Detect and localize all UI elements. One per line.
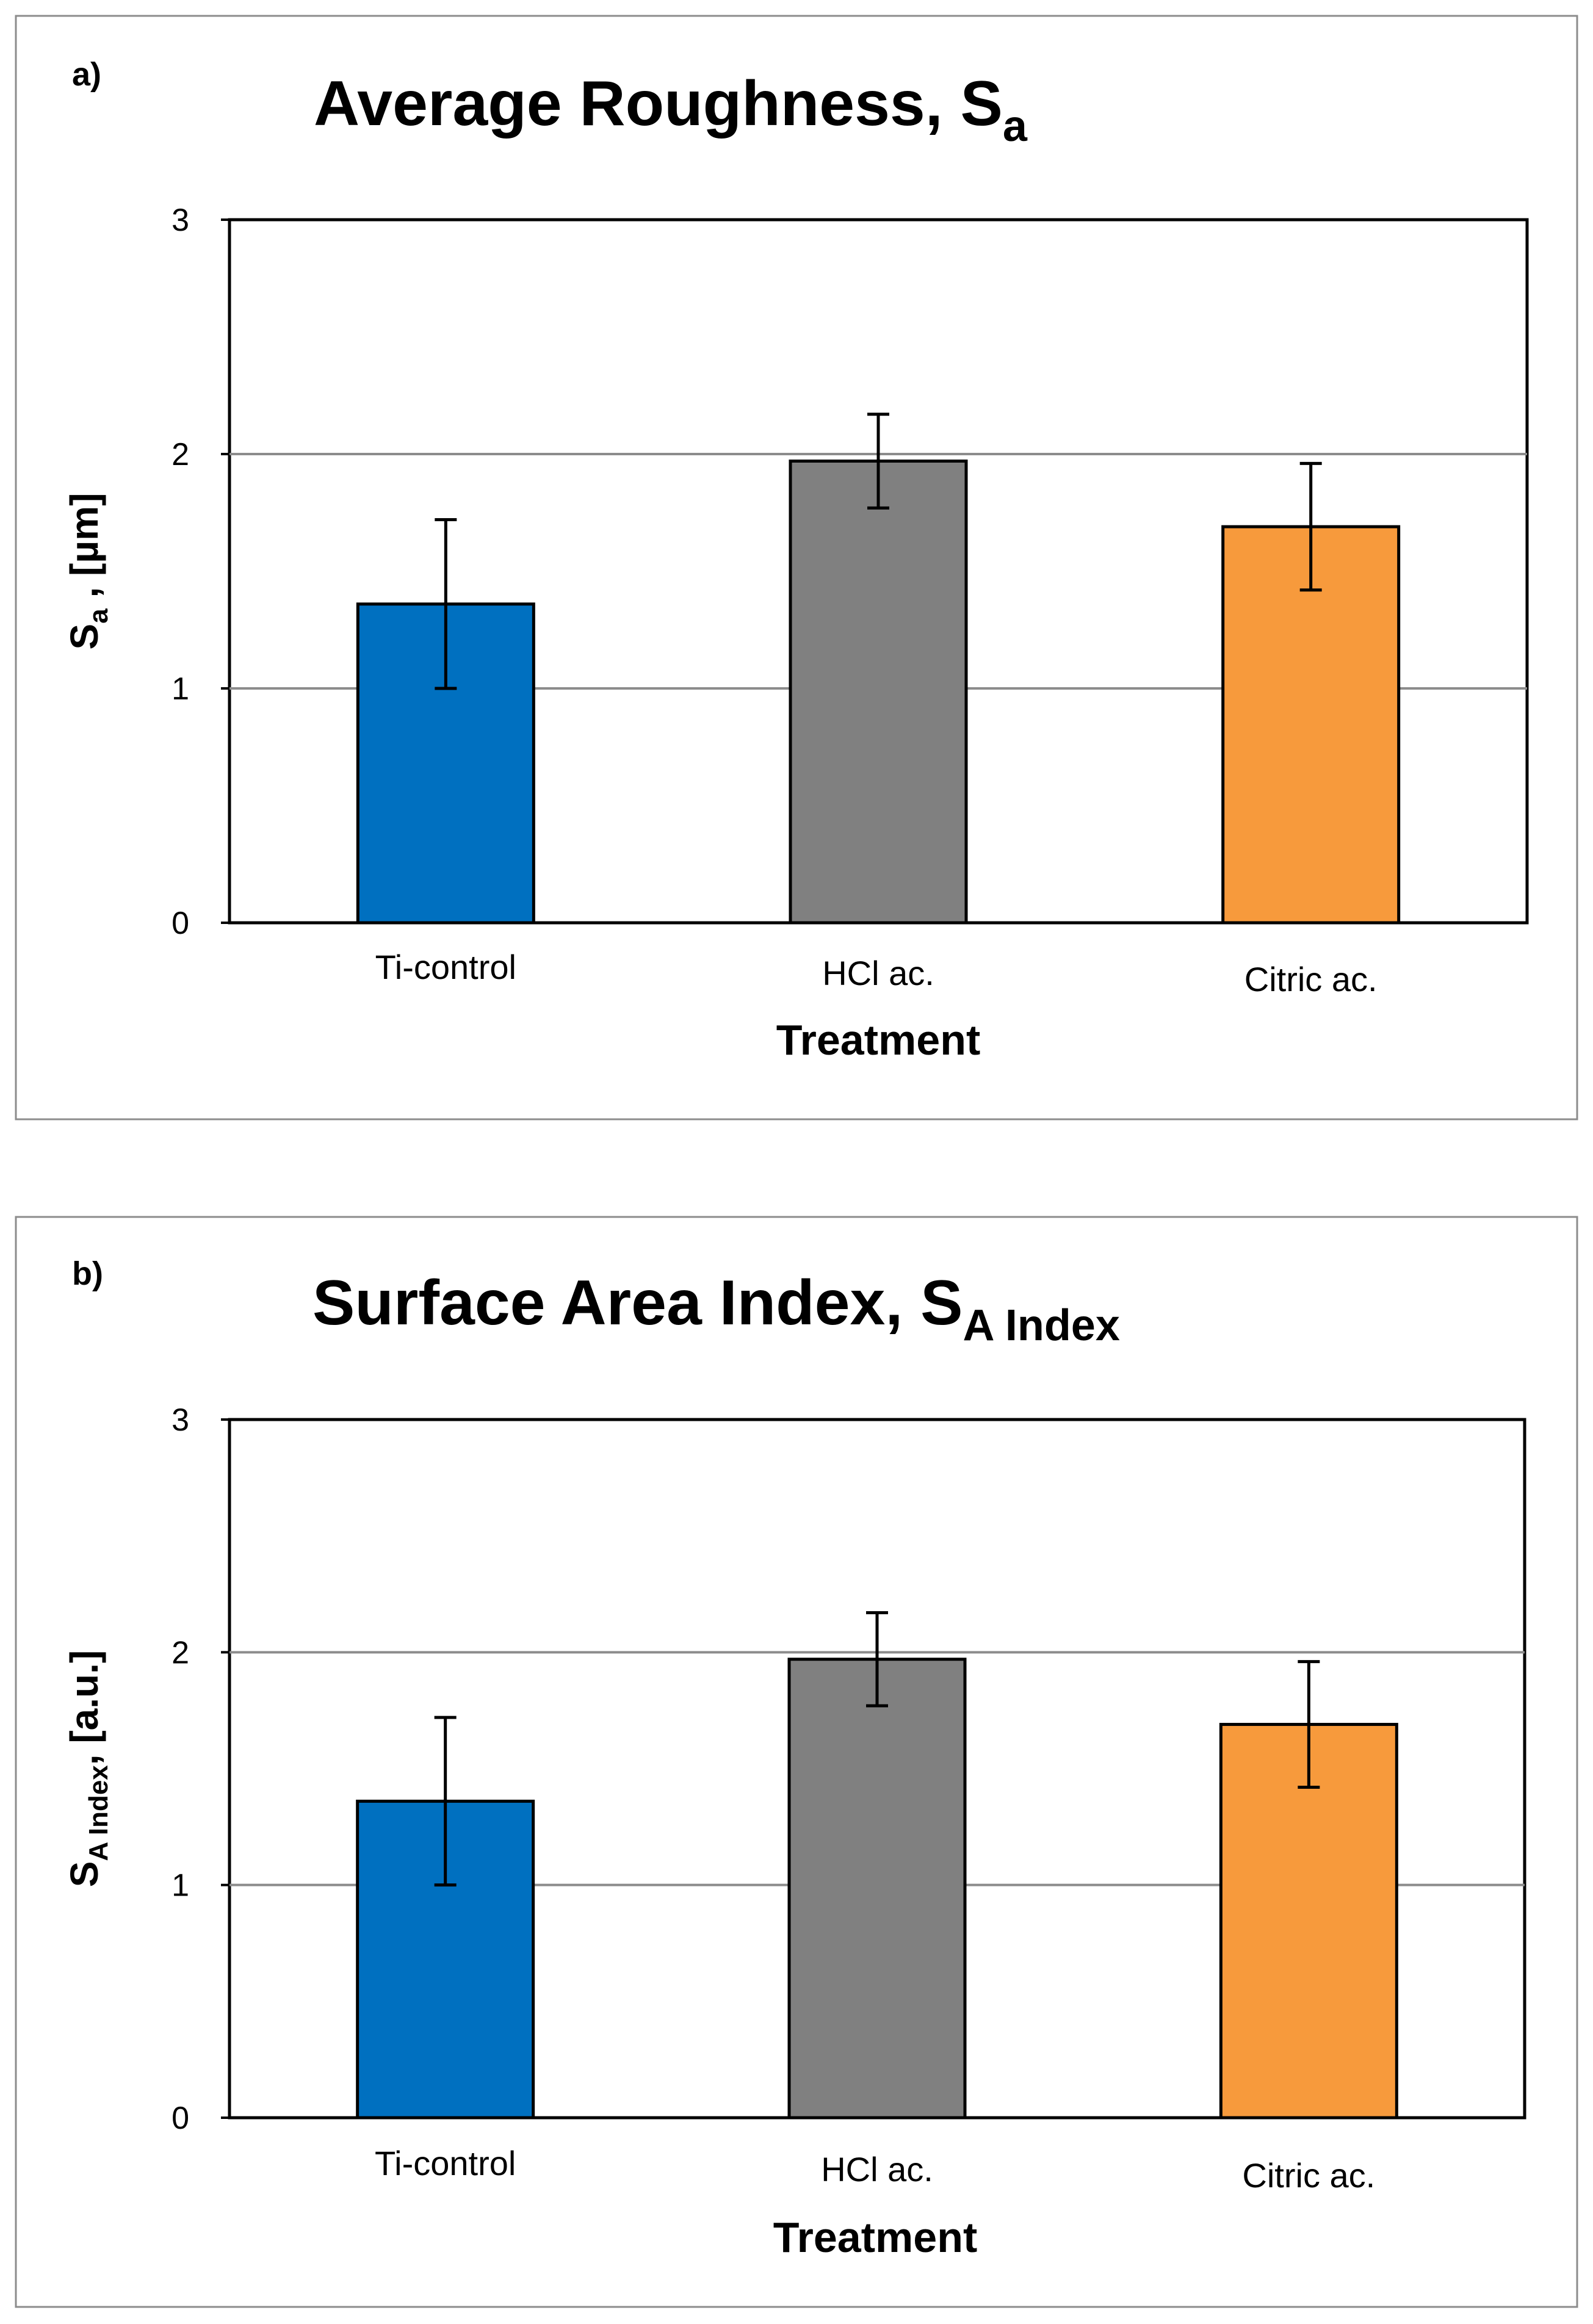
y-axis-title-rest: , [a.u.] (62, 1650, 106, 1765)
y-tick-label: 3 (172, 1402, 189, 1438)
error-bar (435, 518, 457, 690)
x-tick-label: HCl ac. (821, 2150, 933, 2189)
error-bars (434, 1611, 1320, 1887)
x-axis-title: Treatment (773, 2214, 978, 2261)
y-axis-title-main: S (62, 624, 106, 650)
y-tick-label: 3 (172, 203, 189, 238)
x-tick-label: Citric ac. (1242, 2156, 1375, 2195)
chart-title-main: Average Roughness, S (314, 68, 1003, 139)
y-tick-label: 2 (172, 1635, 189, 1670)
y-axis-title: SA Index, [a.u.] (62, 1650, 114, 1887)
y-axis-title-subscript: a (84, 608, 114, 624)
bars (356, 460, 1401, 925)
chart-title-subscript: a (1003, 102, 1028, 151)
y-axis-title-rest: , [µm] (62, 493, 106, 609)
error-bar (867, 413, 889, 510)
y-axis-ticks: 0 1 2 3 (172, 203, 229, 941)
chart-title: Surface Area Index, SA Index (312, 1268, 1120, 1350)
chart-title-main: Surface Area Index, S (312, 1268, 963, 1338)
x-axis-tick-labels: Ti-control HCl ac. Citric ac. (375, 948, 1378, 998)
panel-label: b) (72, 1255, 103, 1292)
y-axis-title-subscript: A Index (84, 1765, 114, 1861)
y-axis-title-main: S (62, 1861, 106, 1888)
x-tick-label: Citric ac. (1244, 960, 1378, 998)
bar-hcl-ac (789, 460, 968, 925)
bar-citric-ac (1221, 525, 1401, 925)
error-bar (434, 1716, 457, 1887)
y-tick-label: 0 (172, 906, 189, 941)
x-axis-tick-labels: Ti-control HCl ac. Citric ac. (375, 2144, 1375, 2195)
y-tick-label: 1 (172, 671, 189, 707)
y-axis-ticks: 0 1 2 3 (172, 1402, 229, 2136)
panel-label: a) (72, 56, 101, 93)
chart-title-subscript: A Index (963, 1301, 1120, 1350)
x-axis-title: Treatment (776, 1016, 981, 1064)
x-tick-label: Ti-control (375, 2144, 516, 2182)
y-axis-title: Sa , [µm] (62, 493, 114, 650)
chart-title: Average Roughness, Sa (314, 68, 1028, 151)
y-tick-label: 0 (172, 2101, 189, 2136)
error-bars (435, 413, 1322, 690)
x-tick-label: HCl ac. (822, 954, 934, 992)
error-bar (866, 1611, 888, 1708)
bar-citric-ac (1219, 1723, 1398, 2120)
error-bar (1298, 1660, 1320, 1789)
bars (356, 1658, 1398, 2120)
error-bar (1299, 461, 1322, 592)
y-tick-label: 2 (172, 437, 189, 472)
bar-hcl-ac (787, 1658, 967, 2120)
y-tick-label: 1 (172, 1868, 189, 1904)
x-tick-label: Ti-control (375, 948, 516, 986)
